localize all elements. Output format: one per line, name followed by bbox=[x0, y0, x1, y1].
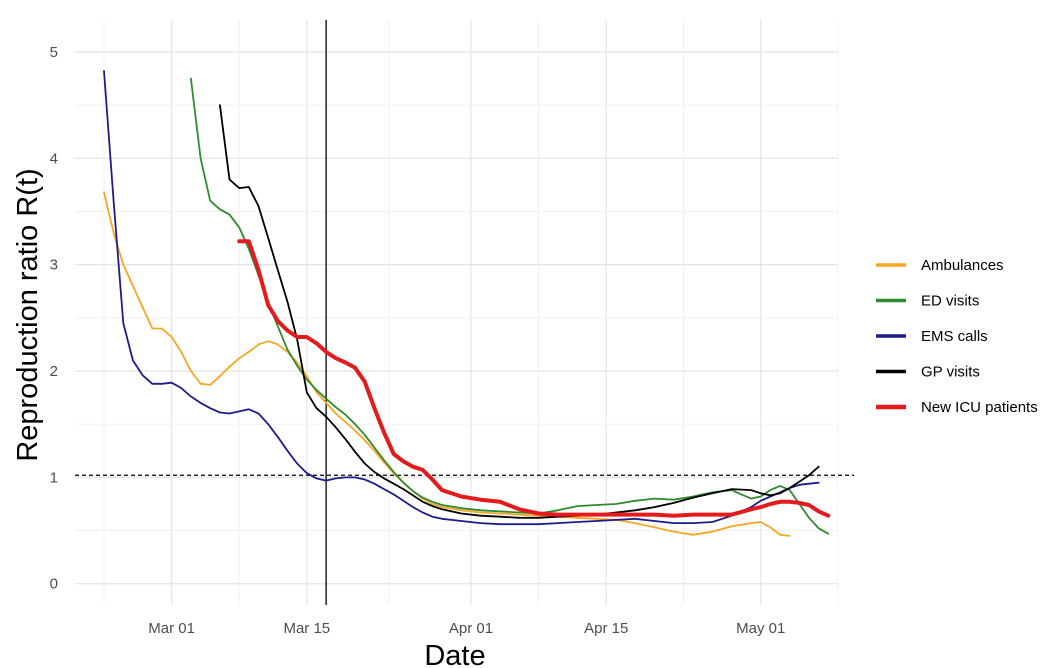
axes: Mar 01 Mar 15 Apr 01 Apr 15 May 01 0 1 2 3 4 5 Da… bbox=[12, 44, 785, 668]
x-axis-tick-labels: Mar 01 Mar 15 Apr 01 Apr 15 May 01 bbox=[148, 620, 785, 637]
legend: Ambulances ED visits EMS calls GP visits New… bbox=[876, 257, 1038, 416]
series-line-ambulances bbox=[103, 191, 791, 537]
legend-label: ED visits bbox=[921, 293, 979, 310]
y-tick-label: 1 bbox=[50, 469, 58, 486]
grid bbox=[75, 20, 839, 605]
x-tick-label: Mar 15 bbox=[283, 620, 330, 637]
legend-label: GP visits bbox=[921, 364, 980, 381]
series-lines bbox=[103, 70, 831, 537]
series-line-new-icu-patients bbox=[237, 239, 831, 518]
x-tick-label: May 01 bbox=[736, 620, 785, 637]
legend-label: EMS calls bbox=[921, 328, 988, 345]
y-axis-tick-labels: 0 1 2 3 4 5 bbox=[50, 44, 58, 593]
y-tick-label: 3 bbox=[50, 257, 58, 274]
x-tick-label: Mar 01 bbox=[148, 620, 195, 637]
y-tick-label: 5 bbox=[50, 44, 58, 61]
y-tick-label: 0 bbox=[50, 576, 58, 593]
series-line-ems-calls bbox=[103, 70, 820, 526]
y-axis-title: Reproduction ratio R(t) bbox=[12, 168, 44, 461]
x-tick-label: Apr 01 bbox=[449, 620, 493, 637]
y-tick-label: 4 bbox=[50, 150, 58, 167]
series-line-ed-visits bbox=[190, 77, 830, 535]
series-line-gp-visits bbox=[219, 104, 820, 519]
legend-label: Ambulances bbox=[921, 257, 1004, 274]
x-axis-title: Date bbox=[424, 640, 485, 668]
x-tick-label: Apr 15 bbox=[584, 620, 628, 637]
legend-label: New ICU patients bbox=[921, 399, 1038, 416]
reference-lines bbox=[75, 20, 854, 605]
y-tick-label: 2 bbox=[50, 363, 58, 380]
